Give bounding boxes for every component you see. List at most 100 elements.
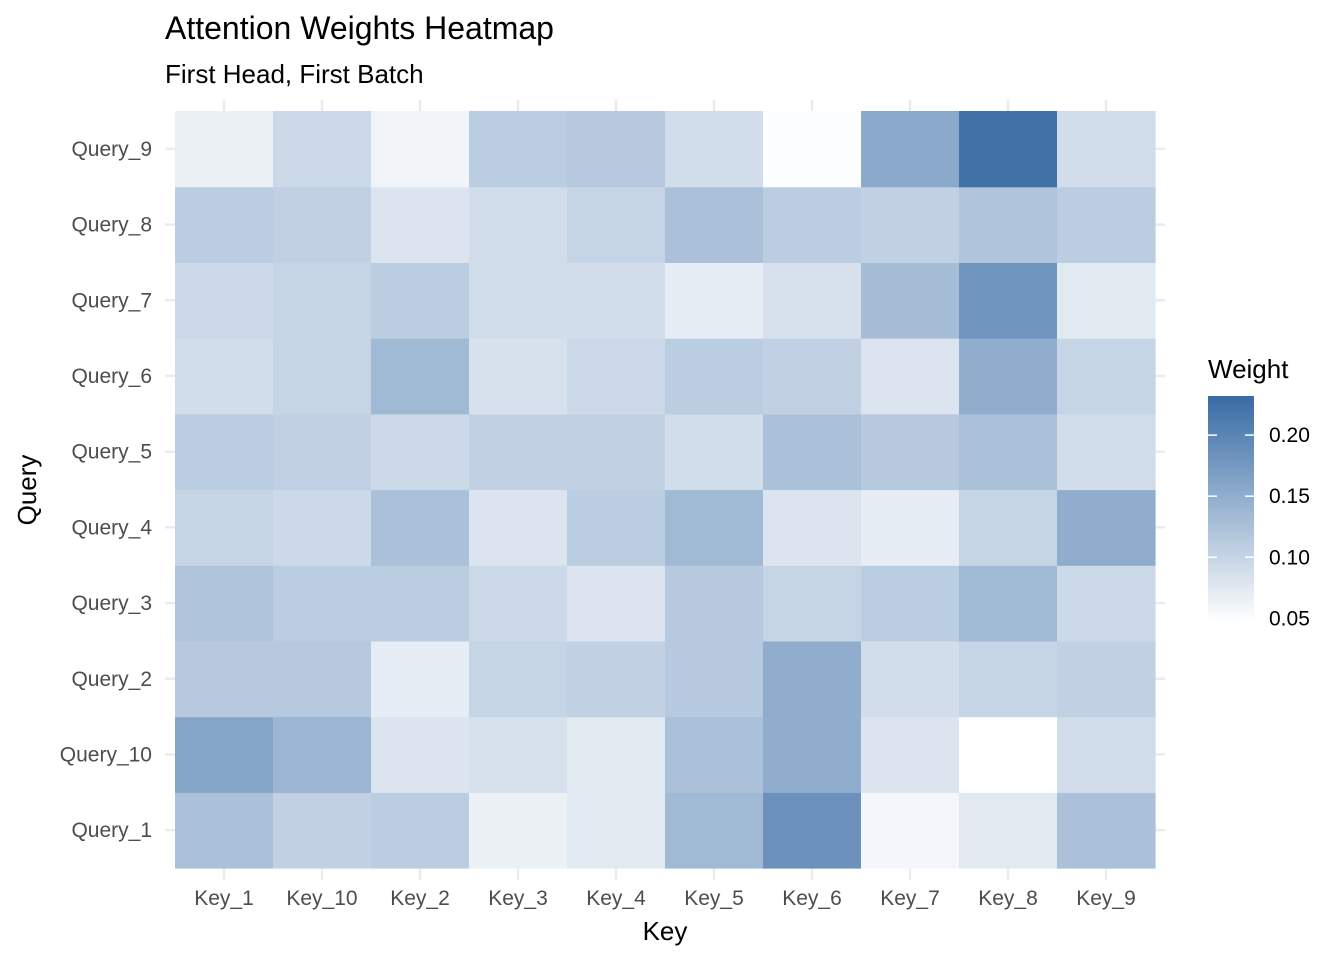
heatmap-cell — [959, 792, 1058, 869]
heatmap-cell — [1057, 792, 1156, 869]
legend-tick-label: 0.05 — [1269, 607, 1310, 630]
heatmap-cell — [665, 338, 764, 415]
heatmap-cell — [175, 413, 274, 491]
y-tick-label: Query_2 — [71, 668, 152, 691]
x-tick-label: Key_7 — [880, 887, 940, 910]
x-tick-label: Key_8 — [978, 887, 1038, 910]
heatmap-cell — [469, 792, 568, 869]
heatmap-cell — [861, 565, 960, 642]
heatmap-cell — [665, 186, 764, 263]
heatmap-cell — [273, 640, 372, 718]
heatmap-cell — [1057, 413, 1156, 491]
heatmap-cell — [959, 565, 1058, 642]
color-legend: Weight 0.05 0.10 0.15 0.20 — [1208, 354, 1310, 630]
heatmap-cell — [665, 565, 764, 642]
x-tick-label: Key_3 — [488, 887, 548, 910]
heatmap-cell — [273, 413, 372, 491]
heatmap-cell — [273, 792, 372, 869]
x-axis-title: Key — [643, 916, 688, 946]
legend-ticks: 0.05 0.10 0.15 0.20 — [1208, 424, 1310, 630]
heatmap-cell — [273, 111, 372, 188]
legend-colorbar — [1208, 396, 1254, 622]
heatmap-cells — [175, 111, 1156, 869]
heatmap-cell — [959, 111, 1058, 188]
heatmap-cell — [959, 186, 1058, 263]
heatmap-cell — [763, 640, 862, 718]
x-tick-label: Key_1 — [194, 887, 254, 910]
heatmap-cell — [567, 716, 666, 793]
heatmap-cell — [861, 111, 960, 188]
heatmap-cell — [763, 186, 862, 263]
heatmap-cell — [469, 565, 568, 642]
heatmap-cell — [665, 262, 764, 339]
heatmap-cell — [567, 640, 666, 718]
heatmap-cell — [371, 413, 470, 491]
heatmap-cell — [273, 565, 372, 642]
chart-subtitle: First Head, First Batch — [165, 59, 424, 89]
heatmap-cell — [567, 262, 666, 339]
x-tick-label: Key_5 — [684, 887, 744, 910]
heatmap-cell — [861, 186, 960, 263]
heatmap-cell — [959, 413, 1058, 491]
heatmap-cell — [371, 111, 470, 188]
heatmap-cell — [1057, 338, 1156, 415]
heatmap-cell — [1057, 640, 1156, 718]
heatmap-cell — [1057, 716, 1156, 793]
heatmap-cell — [469, 716, 568, 793]
heatmap-cell — [665, 640, 764, 718]
y-tick-label: Query_4 — [71, 516, 152, 539]
heatmap-cell — [469, 640, 568, 718]
heatmap-cell — [861, 489, 960, 566]
heatmap-cell — [567, 186, 666, 263]
heatmap-cell — [371, 792, 470, 869]
heatmap-cell — [861, 262, 960, 339]
heatmap-cell — [763, 338, 862, 415]
heatmap-cell — [371, 338, 470, 415]
heatmap-cell — [567, 489, 666, 566]
heatmap-cell — [469, 262, 568, 339]
heatmap-cell — [567, 338, 666, 415]
heatmap-cell — [861, 792, 960, 869]
heatmap-cell — [861, 413, 960, 491]
heatmap-cell — [175, 262, 274, 339]
heatmap-cell — [763, 716, 862, 793]
heatmap-cell — [371, 565, 470, 642]
heatmap-cell — [763, 262, 862, 339]
legend-tick-label: 0.10 — [1269, 546, 1310, 569]
heatmap-cell — [665, 413, 764, 491]
heatmap-cell — [469, 489, 568, 566]
heatmap-cell — [371, 640, 470, 718]
y-tick-label: Query_6 — [71, 365, 152, 388]
chart-title: Attention Weights Heatmap — [165, 10, 554, 46]
y-axis-title: Query — [12, 455, 42, 526]
x-tick-label: Key_9 — [1076, 887, 1136, 910]
heatmap-cell — [371, 716, 470, 793]
heatmap-cell — [469, 413, 568, 491]
heatmap-cell — [1057, 111, 1156, 188]
heatmap-cell — [567, 565, 666, 642]
heatmap-cell — [861, 716, 960, 793]
heatmap-cell — [175, 186, 274, 263]
heatmap-cell — [371, 186, 470, 263]
heatmap-cell — [959, 262, 1058, 339]
heatmap-cell — [273, 338, 372, 415]
heatmap-cell — [763, 792, 862, 869]
heatmap-cell — [175, 489, 274, 566]
heatmap-cell — [1057, 489, 1156, 566]
heatmap-cell — [959, 716, 1058, 793]
y-axis-ticks: Query_1 Query_10 Query_2 Query_3 Query_4 Quer… — [60, 138, 153, 842]
heatmap-cell — [273, 489, 372, 566]
heatmap-cell — [763, 565, 862, 642]
y-tick-label: Query_7 — [71, 289, 152, 312]
heatmap-cell — [861, 640, 960, 718]
heatmap-cell — [567, 111, 666, 188]
heatmap-cell — [469, 111, 568, 188]
heatmap-cell — [175, 792, 274, 869]
heatmap-cell — [567, 792, 666, 869]
heatmap-cell — [763, 489, 862, 566]
x-tick-label: Key_2 — [390, 887, 450, 910]
y-tick-label: Query_3 — [71, 592, 152, 615]
heatmap-cell — [175, 338, 274, 415]
heatmap-cell — [371, 262, 470, 339]
